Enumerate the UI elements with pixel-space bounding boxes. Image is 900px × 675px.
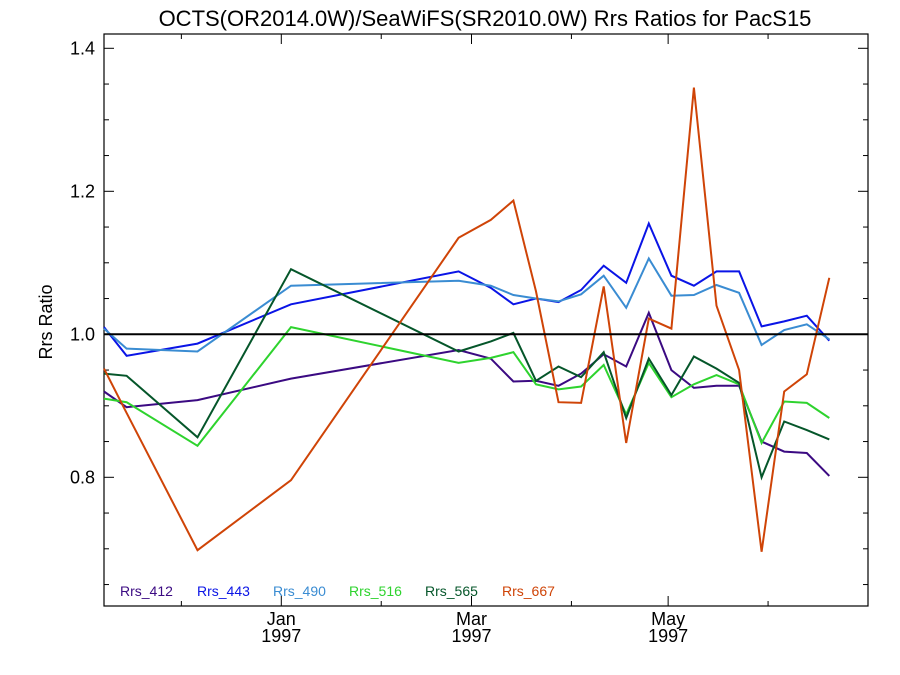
x-tick-label-month: May [651,609,685,629]
legend-entry: Rrs_412 [120,583,173,599]
series-line-rrs-565 [103,267,830,481]
series-line-rrs-516 [103,325,830,448]
y-tick-label: 0.8 [70,467,95,487]
series-line-rrs-490 [103,256,830,353]
x-tick-label-month: Mar [456,609,487,629]
series-line-rrs-443 [103,220,831,357]
plot-area: 0.81.01.21.4Jan1997Mar1997May1997Rrs_412… [70,33,869,646]
chart-title: OCTS(OR2014.0W)/SeaWiFS(SR2010.0W) Rrs R… [159,6,812,31]
y-tick-label: 1.0 [70,324,95,344]
x-tick-label-year: 1997 [648,626,688,646]
legend-entry: Rrs_516 [349,583,402,599]
series-line-rrs-667 [103,87,831,552]
y-tick-label: 1.2 [70,181,95,201]
x-tick-label-year: 1997 [451,626,491,646]
legend-entry: Rrs_565 [425,583,478,599]
y-tick-label: 1.4 [70,38,95,58]
x-tick-label-year: 1997 [261,626,301,646]
legend-entry: Rrs_667 [502,583,555,599]
legend-entry: Rrs_490 [273,583,326,599]
y-axis-label: Rrs Ratio [36,284,56,359]
plot-frame [103,33,869,607]
legend-entry: Rrs_443 [197,583,250,599]
x-tick-label-month: Jan [267,609,296,629]
